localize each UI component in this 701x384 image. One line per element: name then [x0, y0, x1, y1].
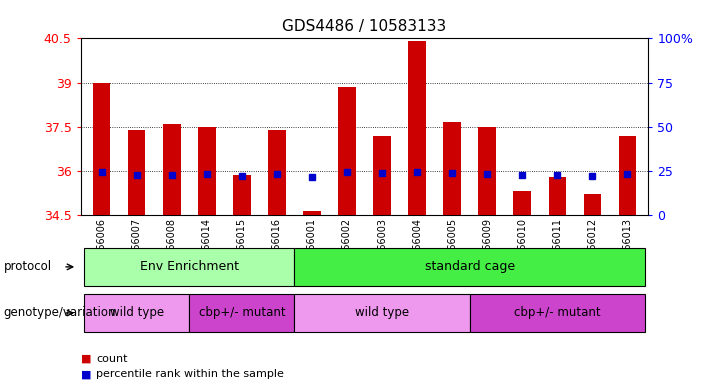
Bar [93, 83, 111, 215]
Bar [233, 175, 251, 215]
Bar [444, 122, 461, 215]
Text: Env Enrichment: Env Enrichment [139, 260, 239, 273]
Text: ■: ■ [81, 369, 91, 379]
Bar [303, 210, 320, 215]
Text: protocol: protocol [4, 260, 52, 273]
Bar [514, 192, 531, 215]
Text: wild type: wild type [109, 306, 164, 319]
Bar [478, 127, 496, 215]
Text: count: count [96, 354, 128, 364]
Bar [409, 41, 426, 215]
Text: percentile rank within the sample: percentile rank within the sample [96, 369, 284, 379]
Text: standard cage: standard cage [425, 260, 515, 273]
Bar [584, 194, 601, 215]
Text: wild type: wild type [355, 306, 409, 319]
Bar [163, 124, 181, 215]
Bar [128, 130, 146, 215]
Title: GDS4486 / 10583133: GDS4486 / 10583133 [283, 20, 447, 35]
Text: ■: ■ [81, 354, 91, 364]
Text: genotype/variation: genotype/variation [4, 306, 116, 319]
Bar [268, 130, 286, 215]
Bar [619, 136, 637, 215]
Bar [339, 87, 356, 215]
Bar [198, 127, 216, 215]
Bar [549, 177, 566, 215]
Bar [374, 136, 391, 215]
Text: cbp+/- mutant: cbp+/- mutant [514, 306, 601, 319]
Text: cbp+/- mutant: cbp+/- mutant [198, 306, 285, 319]
